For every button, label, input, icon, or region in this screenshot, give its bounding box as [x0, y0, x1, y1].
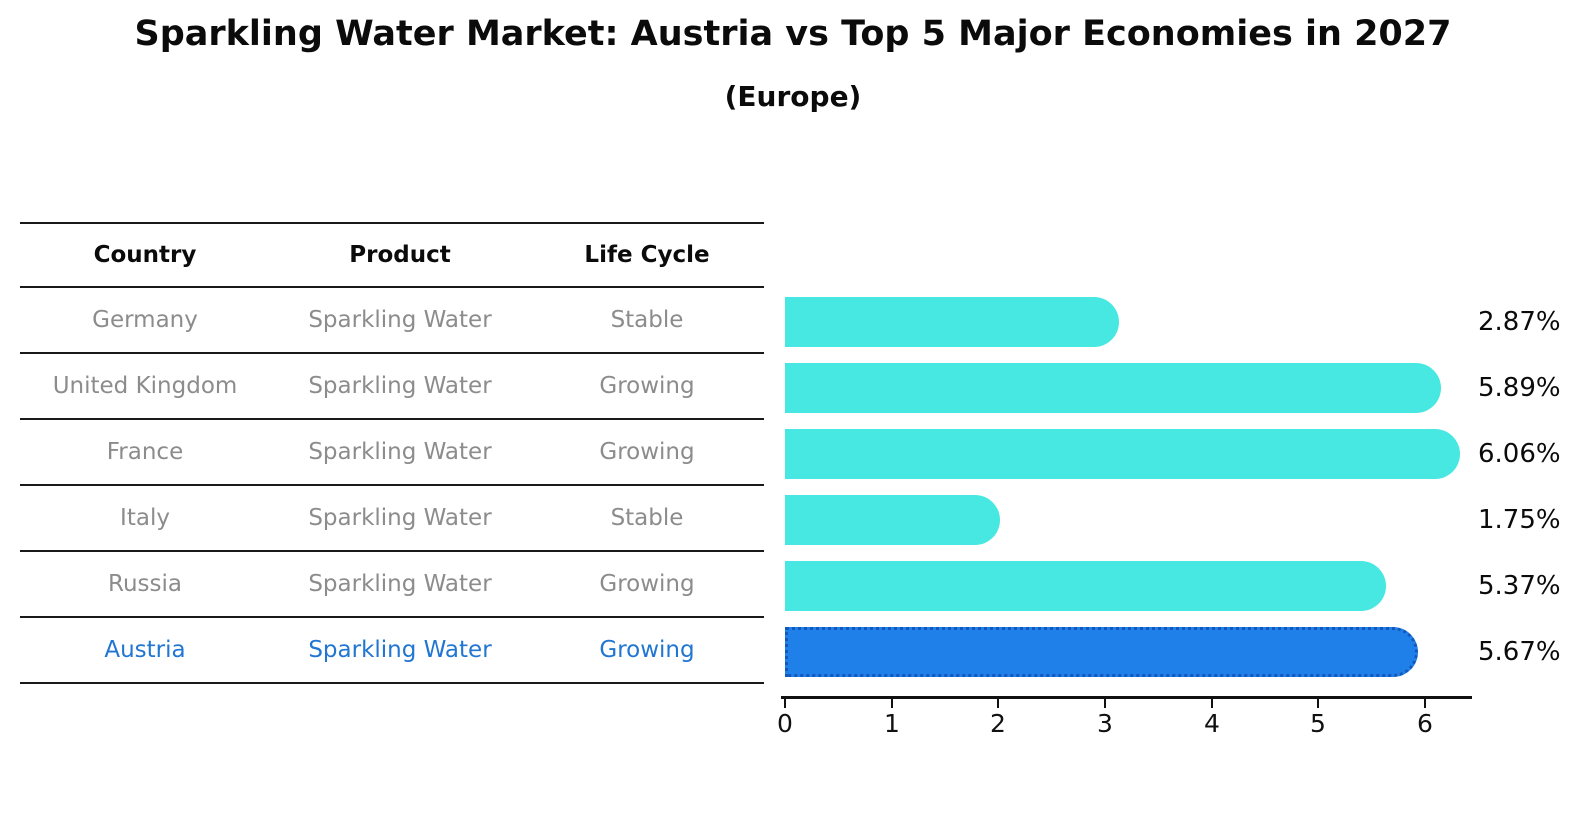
- x-axis: 0 1 2 3 4 5 6: [777, 696, 1472, 741]
- x-axis-tick-label: 4: [1204, 709, 1220, 738]
- x-axis-tick-label: 2: [990, 709, 1006, 738]
- bar-row: 6.06%: [785, 429, 1561, 479]
- table-row: Russia Sparkling Water Growing: [20, 552, 764, 618]
- x-axis-tick: [1104, 699, 1106, 708]
- bar: [785, 495, 1000, 545]
- x-axis-tick-label: 3: [1097, 709, 1113, 738]
- table-cell-lifecycle: Growing: [599, 373, 695, 399]
- bar: [785, 297, 1119, 347]
- bar-row: 5.37%: [785, 561, 1561, 611]
- table-cell-product: Sparkling Water: [308, 637, 492, 663]
- bar-value-label: 5.89%: [1478, 373, 1561, 403]
- bar-value-label: 1.75%: [1478, 505, 1561, 535]
- bar-value-label: 6.06%: [1478, 439, 1561, 469]
- bar-value-label: 2.87%: [1478, 307, 1561, 337]
- table-cell-lifecycle: Stable: [610, 505, 684, 531]
- table-cell-lifecycle: Stable: [610, 307, 684, 333]
- table-cell-product: Sparkling Water: [308, 571, 492, 597]
- table-cell-country: Austria: [104, 637, 186, 663]
- bar-plot-area: 2.87% 5.89% 6.06% 1.75% 5.37% 5.67%: [785, 297, 1561, 677]
- bar-row: 2.87%: [785, 297, 1561, 347]
- table-header-cell: Life Cycle: [584, 242, 710, 268]
- bar-row: 5.67%: [785, 627, 1561, 677]
- table-cell-product: Sparkling Water: [308, 307, 492, 333]
- table-cell-lifecycle: Growing: [599, 439, 695, 465]
- x-axis-tick: [1211, 699, 1213, 708]
- table-row: Italy Sparkling Water Stable: [20, 486, 764, 552]
- x-axis-tick-label: 1: [884, 709, 900, 738]
- x-axis-line: [781, 696, 1472, 699]
- table-cell-country: Russia: [108, 571, 182, 597]
- bar-row: 1.75%: [785, 495, 1561, 545]
- table-row: Germany Sparkling Water Stable: [20, 288, 764, 354]
- table-header-cell: Country: [93, 242, 197, 268]
- table-cell-country: Germany: [92, 307, 198, 333]
- table-cell-country: United Kingdom: [52, 373, 238, 399]
- table-cell-product: Sparkling Water: [308, 505, 492, 531]
- bar-value-label: 5.67%: [1478, 637, 1561, 667]
- table-cell-country: Italy: [120, 505, 170, 531]
- table-row: France Sparkling Water Growing: [20, 420, 764, 486]
- chart-title: Sparkling Water Market: Austria vs Top 5…: [134, 14, 1452, 54]
- comparison-table: Country Product Life Cycle Germany Sparkli…: [20, 222, 764, 684]
- table-cell-lifecycle: Growing: [599, 637, 695, 663]
- bar: [785, 429, 1460, 479]
- table-cell-country: France: [106, 439, 184, 465]
- x-axis-tick-label: 6: [1417, 709, 1433, 738]
- table-row: Austria Sparkling Water Growing: [20, 618, 764, 684]
- table-row: United Kingdom Sparkling Water Growing: [20, 354, 764, 420]
- table-header-row: Country Product Life Cycle: [20, 222, 764, 288]
- table-cell-product: Sparkling Water: [308, 373, 492, 399]
- table-cell-product: Sparkling Water: [308, 439, 492, 465]
- x-axis-tick-label: 0: [777, 709, 793, 738]
- x-axis-tick: [1317, 699, 1319, 708]
- table-cell-lifecycle: Growing: [599, 571, 695, 597]
- bar: [785, 363, 1441, 413]
- bar: [785, 561, 1386, 611]
- bar-row: 5.89%: [785, 363, 1561, 413]
- x-axis-tick-label: 5: [1310, 709, 1326, 738]
- x-axis-tick: [997, 699, 999, 708]
- x-axis-tick: [1424, 699, 1426, 708]
- table-header-cell: Product: [349, 242, 451, 268]
- chart-subtitle: (Europe): [724, 80, 862, 113]
- bar: [785, 627, 1418, 677]
- bar-value-label: 5.37%: [1478, 571, 1561, 601]
- x-axis-tick: [784, 699, 786, 708]
- x-axis-tick: [891, 699, 893, 708]
